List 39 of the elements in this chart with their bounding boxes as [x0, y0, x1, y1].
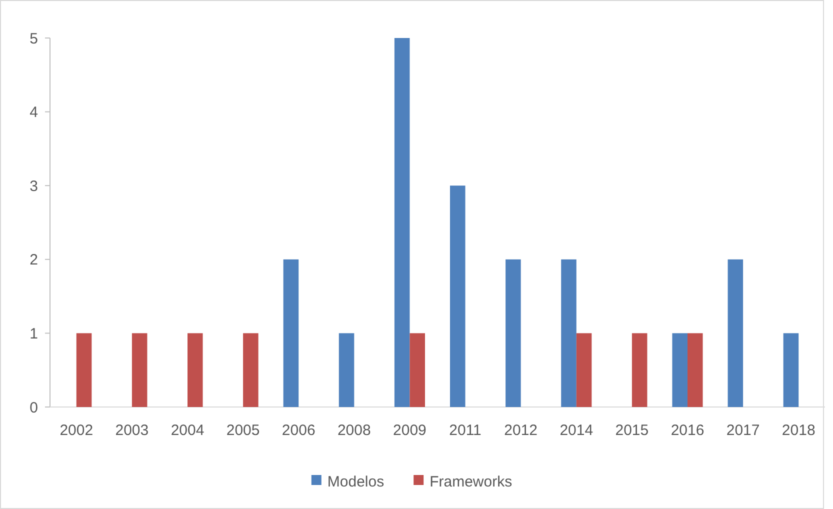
bar — [450, 186, 466, 407]
x-tick-label: 2003 — [115, 422, 149, 439]
bar — [188, 333, 203, 407]
x-tick-label: 2017 — [726, 422, 760, 439]
y-tick-label: 3 — [30, 178, 38, 195]
y-tick-label: 5 — [30, 30, 38, 48]
bar — [243, 333, 258, 407]
bar — [688, 333, 703, 407]
x-tick-label: 2004 — [170, 422, 204, 439]
x-tick-label: 2015 — [615, 422, 649, 439]
bar — [394, 38, 410, 407]
bar — [632, 333, 648, 407]
x-tick-label: 2018 — [782, 422, 816, 439]
x-tick-label: 2006 — [282, 422, 316, 439]
y-tick-label: 4 — [30, 104, 38, 122]
x-tick-label: 2008 — [337, 422, 371, 439]
bar — [132, 333, 148, 407]
x-tick-label: 2012 — [504, 422, 538, 439]
x-tick-label: 2005 — [226, 422, 260, 439]
x-tick-label: 2002 — [60, 422, 94, 439]
bar — [506, 259, 521, 407]
x-tick-label: 2014 — [560, 422, 594, 439]
bar — [283, 259, 299, 407]
bar — [783, 333, 799, 407]
y-tick-label: 0 — [30, 399, 38, 416]
y-tick-label: 2 — [30, 252, 38, 269]
x-tick-label: 2011 — [449, 422, 482, 439]
legend-label: Modelos — [327, 473, 384, 490]
bar — [576, 333, 592, 407]
bar — [410, 333, 425, 407]
x-tick-label: 2016 — [670, 422, 704, 439]
legend-label: Frameworks — [430, 473, 512, 490]
bar — [561, 259, 576, 407]
bar — [338, 333, 354, 407]
bar — [672, 333, 688, 407]
bar — [728, 259, 744, 407]
x-tick-label: 2009 — [393, 422, 426, 439]
y-tick-label: 1 — [30, 325, 38, 342]
bar — [76, 333, 92, 407]
